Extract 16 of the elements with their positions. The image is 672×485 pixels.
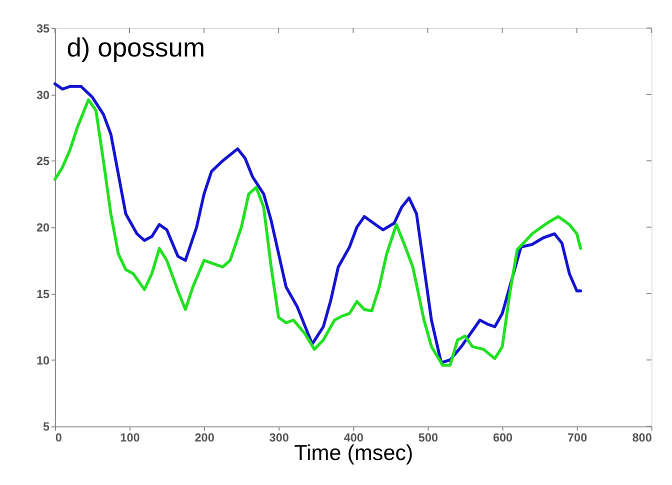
y-tick-label: 20 — [36, 222, 50, 235]
y-tick-label: 15 — [36, 288, 50, 301]
x-tick-label: 600 — [492, 432, 514, 445]
y-tick-label: 5 — [42, 420, 50, 434]
y-tick-label: 25 — [36, 155, 50, 168]
y-tick-label: 10 — [36, 354, 50, 368]
x-tick-label: 700 — [568, 432, 588, 445]
x-tick-label: 800 — [632, 432, 652, 445]
x-tick-label: 0 — [55, 432, 62, 445]
x-tick-label: 500 — [418, 432, 438, 445]
x-tick-label: 100 — [120, 432, 140, 445]
x-tick-label: 200 — [194, 432, 215, 445]
x-tick-label: 300 — [269, 432, 290, 445]
y-tick-label: 30 — [36, 88, 50, 102]
annotation: d) opossum — [66, 32, 206, 62]
y-tick-label: 35 — [36, 22, 50, 36]
